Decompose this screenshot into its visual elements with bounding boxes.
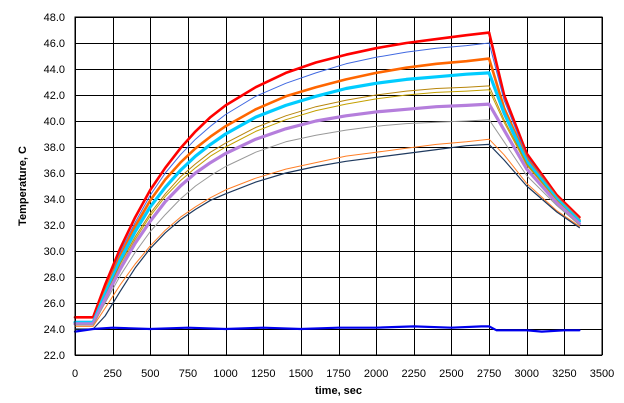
y-tick-label-3: 28.0	[44, 272, 65, 284]
plot-frame	[74, 16, 603, 356]
y-tick-label-10: 42.0	[44, 90, 65, 102]
x-tick-label-4: 1000	[213, 368, 237, 380]
y-tick-label-9: 40.0	[44, 116, 65, 128]
x-tick-label-6: 1500	[289, 368, 313, 380]
series-line-5	[74, 85, 580, 325]
series-line-2	[74, 42, 580, 322]
x-tick-label-7: 1750	[326, 368, 350, 380]
y-tick-label-1: 24.0	[44, 324, 65, 336]
series-line-4	[73, 71, 582, 325]
x-tick-label-14: 3500	[590, 368, 614, 380]
x-tick-label-5: 1250	[251, 368, 275, 380]
series-line-9	[74, 138, 580, 327]
series-line-8	[74, 119, 580, 326]
y-tick-label-4: 30.0	[44, 246, 65, 258]
series-group	[73, 31, 582, 333]
x-tick-label-13: 3250	[552, 368, 576, 380]
y-tick-label-11: 44.0	[44, 64, 65, 76]
y-tick-label-7: 36.0	[44, 168, 65, 180]
x-tick-label-1: 250	[103, 368, 121, 380]
x-tick-label-9: 2250	[402, 368, 426, 380]
series-line-6	[74, 89, 580, 325]
y-axis-title: Temperature, C	[17, 146, 29, 226]
y-tick-label-13: 48.0	[44, 12, 65, 24]
y-tick-label-0: 22.0	[44, 350, 65, 362]
x-tick-label-11: 2750	[477, 368, 501, 380]
y-tick-label-6: 34.0	[44, 194, 65, 206]
x-tick-label-10: 2500	[439, 368, 463, 380]
x-tick-label-2: 500	[141, 368, 159, 380]
x-axis-title: time, sec	[315, 385, 362, 397]
series-line-10	[74, 143, 581, 330]
x-tick-label-3: 750	[179, 368, 197, 380]
series-line-1	[73, 31, 581, 319]
series-line-7	[73, 102, 582, 326]
y-tick-label-8: 38.0	[44, 142, 65, 154]
x-tick-labels: 0 250 500 750 1000 1250 1500 1750 2000 2250 2500 27…	[72, 368, 614, 380]
series-line-11	[73, 325, 581, 333]
x-tick-label-12: 3000	[514, 368, 538, 380]
x-tick-label-0: 0	[72, 368, 78, 380]
y-tick-label-5: 32.0	[44, 220, 65, 232]
y-tick-label-12: 46.0	[44, 38, 65, 50]
y-tick-label-2: 26.0	[44, 298, 65, 310]
x-tick-label-8: 2000	[364, 368, 388, 380]
y-tick-labels: 22.0 24.0 26.0 28.0 30.0 32.0 34.0 36.0 38.0 40.0…	[44, 12, 65, 362]
series-line-3	[73, 57, 581, 324]
